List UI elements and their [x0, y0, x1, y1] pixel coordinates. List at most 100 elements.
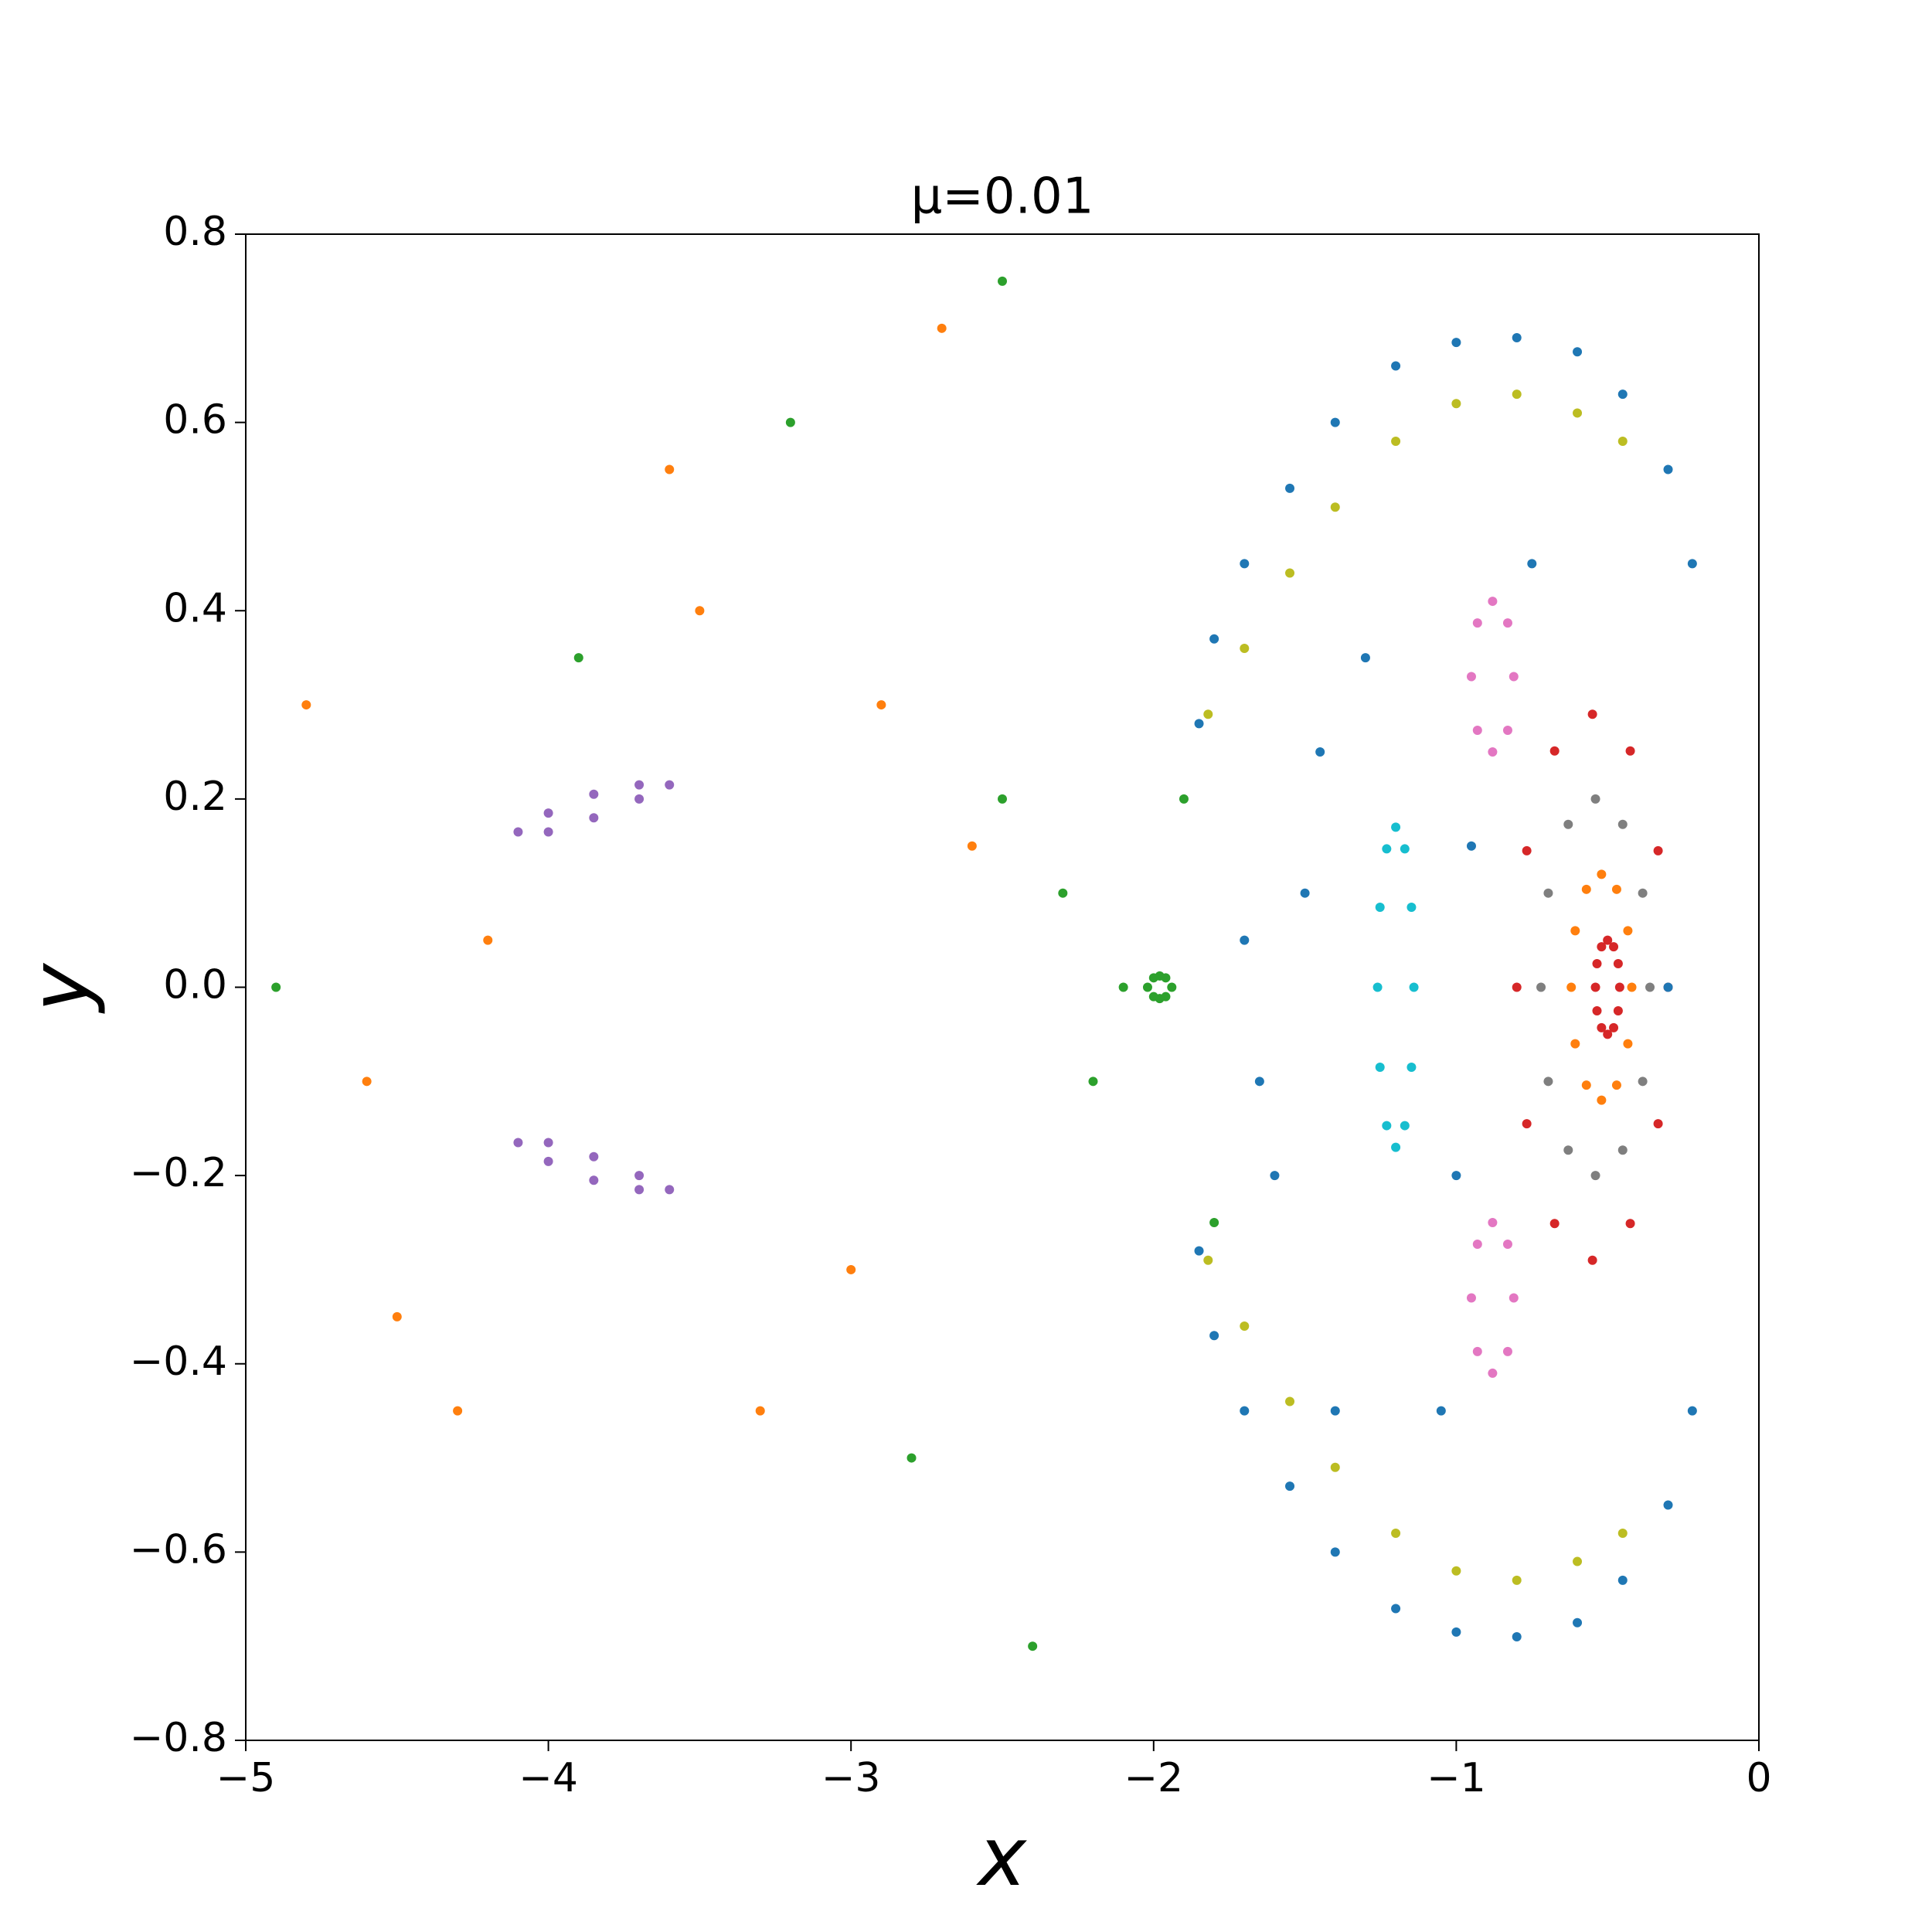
point — [1466, 1293, 1476, 1303]
point — [1590, 1171, 1600, 1181]
point — [634, 794, 645, 804]
point — [1573, 408, 1583, 418]
point — [589, 1175, 599, 1185]
point — [1663, 464, 1673, 474]
y-tick-label: 0.6 — [163, 397, 227, 444]
point — [1592, 959, 1602, 969]
point — [1549, 746, 1560, 756]
point — [1663, 982, 1673, 992]
point — [1254, 1077, 1264, 1087]
point — [1522, 1119, 1532, 1129]
point — [1391, 361, 1401, 371]
point — [1375, 902, 1385, 912]
point — [785, 417, 795, 427]
point — [1118, 982, 1128, 992]
point — [1617, 1145, 1628, 1155]
point — [1058, 888, 1068, 898]
point — [1270, 1171, 1280, 1181]
point — [1472, 618, 1482, 628]
point — [1509, 672, 1519, 682]
point — [1375, 1063, 1385, 1073]
point — [453, 1406, 463, 1416]
point — [271, 982, 281, 992]
point — [1451, 1171, 1461, 1181]
point — [1436, 1406, 1446, 1416]
point — [1488, 1218, 1498, 1228]
point — [1451, 399, 1461, 409]
point — [1330, 502, 1340, 512]
point — [1638, 888, 1648, 898]
point — [1590, 982, 1600, 992]
point — [1391, 1604, 1401, 1614]
y-tick-label: −0.8 — [130, 1715, 227, 1761]
point — [1570, 926, 1580, 936]
point — [1512, 1632, 1522, 1642]
point — [1603, 935, 1613, 945]
point — [1609, 1022, 1619, 1032]
point — [1617, 389, 1628, 400]
point — [1148, 992, 1158, 1002]
point — [1563, 819, 1573, 829]
point — [1488, 747, 1498, 757]
point — [1451, 1566, 1461, 1576]
point — [543, 808, 553, 818]
point — [1609, 942, 1619, 952]
point — [1617, 436, 1628, 446]
point — [1663, 1500, 1673, 1510]
point — [1330, 1406, 1340, 1416]
point — [1240, 1321, 1250, 1332]
point — [1300, 888, 1310, 898]
point — [1613, 1005, 1623, 1015]
point — [1315, 747, 1325, 757]
point — [1028, 1641, 1038, 1651]
point — [906, 1453, 917, 1463]
point — [1536, 982, 1546, 992]
point — [1330, 1547, 1340, 1557]
y-tick-label: 0.4 — [163, 585, 227, 631]
point — [1611, 1080, 1621, 1090]
point — [1451, 338, 1461, 348]
point — [1623, 1039, 1633, 1049]
point — [1509, 1293, 1519, 1303]
point — [1382, 844, 1392, 854]
chart-title: μ=0.01 — [911, 168, 1094, 226]
point — [1488, 1368, 1498, 1378]
point — [1549, 1219, 1560, 1229]
point — [1653, 1119, 1663, 1129]
point — [665, 780, 675, 790]
x-tick-label: −4 — [519, 1755, 578, 1801]
point — [1466, 841, 1476, 851]
point — [755, 1406, 765, 1416]
y-tick-label: 0.0 — [163, 962, 227, 1009]
point — [1566, 982, 1577, 992]
y-tick-label: −0.2 — [130, 1150, 227, 1196]
point — [573, 653, 583, 663]
point — [1409, 982, 1419, 992]
point — [1687, 559, 1697, 569]
point — [1502, 618, 1512, 628]
point — [1581, 884, 1591, 894]
point — [589, 1151, 599, 1162]
x-tick-label: −3 — [821, 1755, 881, 1801]
point — [1687, 1406, 1697, 1416]
point — [1400, 844, 1410, 854]
point — [1406, 1063, 1417, 1073]
x-axis-label: x — [976, 1810, 1028, 1904]
point — [695, 606, 705, 616]
point — [1285, 568, 1295, 578]
point — [1382, 1121, 1392, 1131]
point — [1472, 1240, 1482, 1250]
point — [1592, 1005, 1602, 1015]
point — [1573, 1617, 1583, 1628]
point — [998, 794, 1007, 804]
y-tick-label: −0.6 — [130, 1526, 227, 1573]
point — [1597, 1095, 1607, 1105]
point — [1240, 935, 1250, 945]
point — [543, 1138, 553, 1148]
point — [665, 1185, 675, 1195]
point — [1466, 672, 1476, 682]
point — [1512, 982, 1522, 992]
point — [1590, 794, 1600, 804]
point — [1597, 869, 1607, 879]
